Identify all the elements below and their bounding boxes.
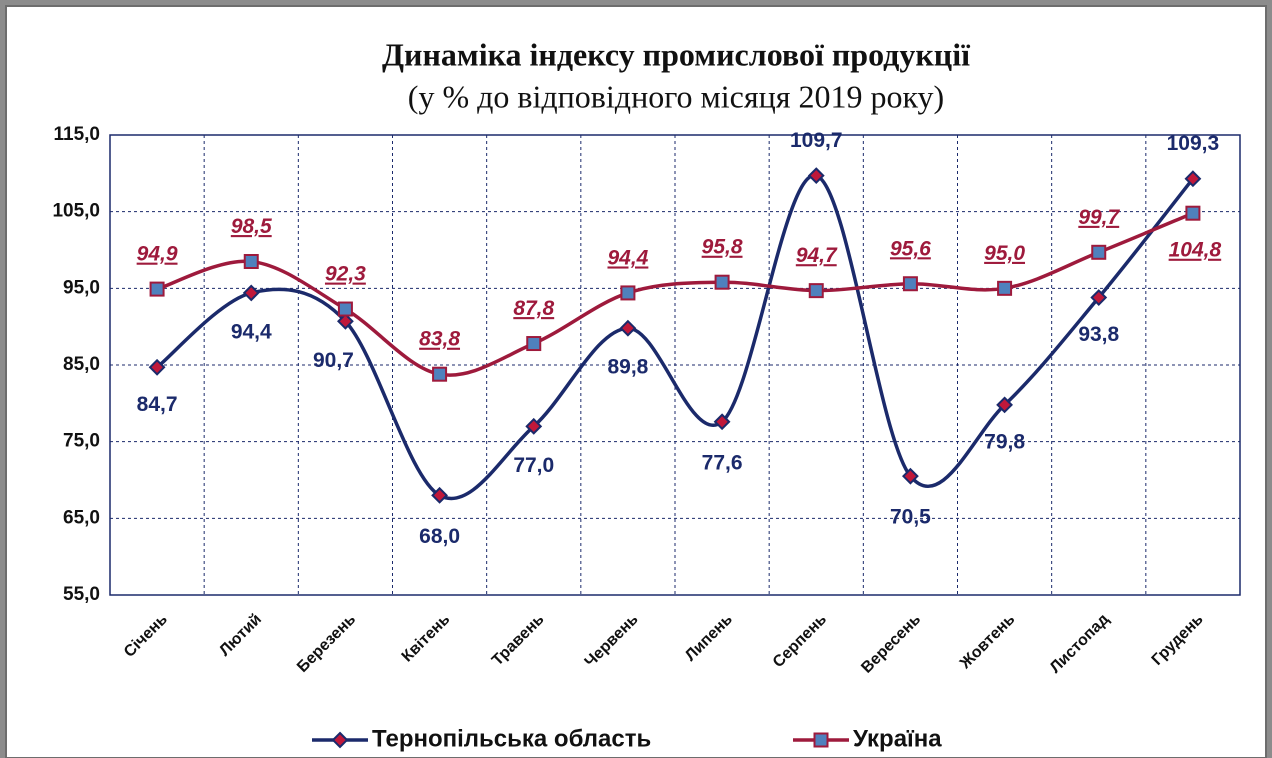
data-label: 94,4 (607, 246, 648, 269)
chart-title: Динаміка індексу промислової продукції (382, 36, 971, 72)
chart-frame (5, 5, 1267, 758)
marker-square (526, 336, 542, 352)
marker-diamond (1184, 170, 1202, 188)
legend-label: Україна (853, 725, 942, 752)
data-label: 92,3 (325, 263, 366, 286)
data-label: 77,6 (702, 451, 743, 474)
data-label: 68,0 (419, 525, 460, 548)
marker-square (714, 274, 730, 290)
y-tick-label: 65,0 (63, 507, 100, 528)
data-label: 95,0 (984, 242, 1025, 265)
marker-square (149, 281, 165, 297)
marker-square (808, 283, 824, 299)
marker-diamond (1090, 289, 1108, 306)
legend-label: Тернопільська область (372, 725, 651, 752)
data-label: 89,8 (607, 356, 648, 379)
marker-square (243, 254, 259, 269)
data-label: 94,4 (231, 320, 272, 343)
marker-square (337, 301, 353, 317)
data-label: 70,5 (890, 506, 931, 529)
marker-square (432, 366, 448, 382)
data-label: 109,3 (1167, 132, 1220, 155)
marker-diamond (242, 284, 260, 302)
data-label: 87,8 (513, 297, 554, 320)
data-label: 94,7 (796, 244, 838, 267)
y-tick-label: 55,0 (63, 584, 100, 605)
marker-square (997, 280, 1013, 296)
data-label: 95,8 (702, 236, 743, 259)
marker-square (1185, 205, 1201, 221)
marker-diamond (996, 396, 1013, 414)
marker-diamond (713, 413, 731, 431)
data-label: 104,8 (1169, 239, 1222, 262)
plot-border (109, 134, 1241, 596)
marker-diamond (807, 167, 825, 185)
data-label: 79,8 (984, 430, 1025, 453)
chart-subtitle: (у % до відповідного місяця 2019 року) (408, 78, 944, 114)
y-tick-label: 105,0 (52, 201, 100, 222)
marker-diamond (148, 358, 166, 376)
y-tick-label: 95,0 (63, 277, 100, 298)
data-label: 93,8 (1078, 323, 1119, 346)
y-tick-label: 75,0 (63, 431, 100, 452)
series-line (156, 211, 1194, 377)
data-label: 84,7 (137, 393, 178, 416)
data-label: 95,6 (890, 237, 931, 260)
marker-square (1091, 244, 1107, 260)
marker-diamond (525, 417, 543, 435)
marker-square (620, 285, 636, 301)
y-tick-label: 115,0 (54, 124, 101, 145)
marker-diamond (337, 312, 354, 330)
data-label: 83,8 (419, 328, 460, 351)
marker-diamond (902, 467, 919, 485)
data-label: 98,5 (231, 215, 272, 238)
marker-square (902, 276, 918, 292)
marker-diamond (619, 319, 637, 337)
marker-diamond (431, 486, 448, 504)
data-label: 109,7 (790, 129, 843, 152)
data-label: 77,0 (513, 454, 554, 477)
y-tick-label: 85,0 (63, 354, 100, 375)
legend-marker (813, 732, 829, 748)
data-label: 94,9 (137, 243, 178, 266)
legend-marker (331, 731, 349, 749)
data-label: 99,7 (1078, 206, 1120, 229)
data-label: 90,7 (313, 349, 354, 372)
